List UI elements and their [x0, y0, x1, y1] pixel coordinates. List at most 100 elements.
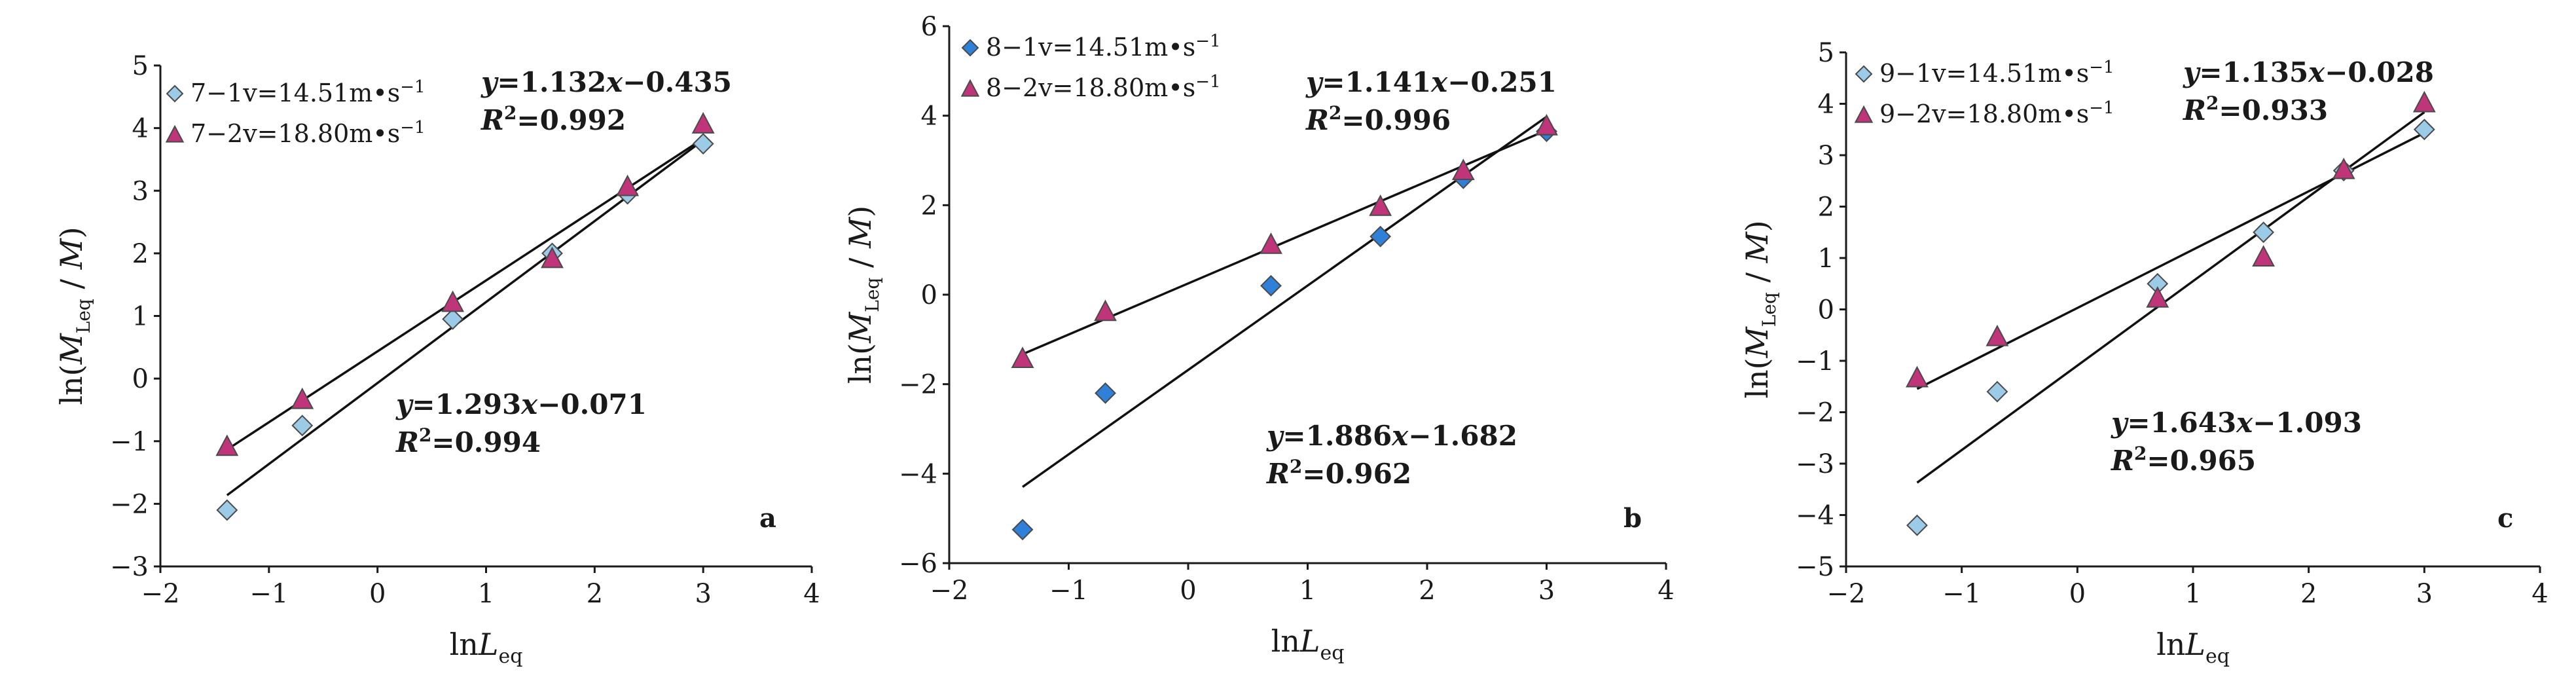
- fit-r-squared: R2=0.965: [2111, 443, 2256, 477]
- data-point-triangle: [541, 246, 564, 268]
- fit-r-squared: R2=0.962: [1266, 456, 1411, 490]
- legend-label: 9−2v=18.80m•s−1: [1879, 98, 2114, 128]
- x-tick-label: −1: [249, 579, 288, 609]
- x-tick-label: 0: [2069, 579, 2086, 609]
- y-axis-title: ln(MLeq / M): [54, 227, 94, 405]
- data-point-triangle: [441, 290, 465, 312]
- legend: 9−1v=14.51m•s−1 9−2v=18.80m•s−1: [1854, 58, 2114, 128]
- data-point-diamond: [442, 308, 464, 330]
- x-axis-title: lnLeq: [2156, 627, 2230, 668]
- fit-equation: y=1.293x−0.071: [395, 388, 647, 420]
- y-tick-label: 3: [1818, 141, 1834, 171]
- fit-equation: y=1.141x−0.251: [1305, 66, 1557, 98]
- data-point-triangle: [691, 112, 715, 134]
- y-tick-label: −6: [899, 549, 937, 579]
- legend-marker-diamond: [166, 84, 184, 103]
- y-tick-label: 0: [132, 364, 149, 394]
- x-tick-label: 1: [2185, 579, 2201, 609]
- legend-marker-triangle: [960, 79, 980, 97]
- y-axis-title: ln(MLeq / M): [843, 206, 883, 384]
- x-tick-label: 1: [1299, 576, 1316, 606]
- data-point-triangle: [2332, 157, 2355, 179]
- panel-letter: a: [759, 503, 776, 534]
- data-point-triangle: [2146, 286, 2169, 308]
- y-tick-label: 4: [132, 114, 149, 144]
- y-tick-label: −2: [1796, 398, 1834, 428]
- data-point-triangle: [616, 174, 639, 196]
- legend: 8−1v=14.51m•s−1 8−2v=18.80m•s−1: [960, 31, 1221, 102]
- x-tick-label: 0: [1180, 576, 1196, 606]
- x-tick-label: 2: [2300, 579, 2317, 609]
- legend-label: 7−1v=14.51m•s−1: [190, 77, 426, 107]
- chart-panel-b: −6 −4 −2 0 2 4 6 −2 −1 0 1 2 3 4 lnLeq ln(MLeq / M) 8−1v…: [843, 12, 1675, 665]
- y-tick-label: 5: [132, 51, 149, 81]
- data-point-diamond: [2253, 221, 2275, 244]
- legend-marker-triangle: [165, 124, 185, 143]
- fit-equation: y=1.643x−1.093: [2111, 407, 2362, 439]
- y-tick-label: 5: [1818, 38, 1834, 68]
- x-tick-label: 1: [478, 579, 494, 609]
- x-axis-title: lnLeq: [450, 627, 523, 668]
- legend-marker-diamond: [1855, 65, 1873, 83]
- data-point-triangle: [2412, 90, 2436, 113]
- data-point-diamond: [1986, 380, 2008, 403]
- fit-equation: y=1.132x−0.435: [481, 66, 732, 98]
- y-tick-label: −1: [1796, 346, 1834, 377]
- data-point-diamond: [692, 133, 714, 155]
- data-point-triangle: [1986, 324, 2009, 346]
- y-tick-label: 2: [132, 239, 149, 269]
- y-axis-title: ln(MLeq / M): [1739, 220, 1780, 398]
- y-tick-label: 4: [921, 102, 937, 132]
- x-tick-label: 3: [2416, 579, 2433, 609]
- x-tick-label: −2: [930, 576, 969, 606]
- data-point-diamond: [1370, 225, 1392, 248]
- x-tick-label: 3: [695, 579, 711, 609]
- x-tick-label: 4: [2531, 579, 2548, 609]
- fit-equation: y=1.135x−0.028: [2183, 56, 2434, 88]
- data-point-diamond: [2413, 119, 2435, 141]
- data-point-triangle: [1011, 346, 1034, 369]
- x-tick-label: 2: [1419, 576, 1435, 606]
- y-tick-label: 0: [921, 280, 937, 310]
- y-tick-label: 6: [921, 12, 937, 42]
- x-axis-title: lnLeq: [1271, 623, 1345, 665]
- y-tick-label: 1: [1818, 244, 1834, 274]
- data-point-triangle: [2252, 245, 2276, 267]
- fit-r-squared: R2=0.996: [1305, 102, 1451, 136]
- fit-r-squared: R2=0.994: [395, 424, 541, 458]
- fit-r-squared: R2=0.992: [481, 102, 626, 136]
- panel-letter: c: [2497, 503, 2513, 534]
- y-tick-label: 0: [1818, 295, 1834, 325]
- legend-marker-triangle: [1854, 105, 1874, 123]
- data-point-triangle: [1094, 299, 1117, 322]
- data-point-diamond: [291, 415, 314, 437]
- y-tick-label: −2: [110, 489, 149, 519]
- legend-label: 8−1v=14.51m•s−1: [986, 31, 1221, 62]
- legend-label: 7−2v=18.80m•s−1: [190, 118, 426, 148]
- chart-panel-c: −5 −4 −3 −2 −1 0 1 2 3 4 5 −2 −1 0 1 2 3 4 lnLeq ln(MLeq / …: [1739, 38, 2549, 668]
- data-point-diamond: [1095, 382, 1116, 404]
- y-tick-label: 2: [921, 191, 937, 221]
- fit-r-squared: R2=0.933: [2183, 92, 2328, 126]
- fit-equation: y=1.886x−1.682: [1266, 420, 1517, 452]
- y-tick-label: 1: [132, 302, 149, 332]
- x-tick-label: −2: [141, 579, 180, 609]
- y-tick-label: −5: [1796, 552, 1834, 582]
- x-tick-label: 4: [803, 579, 820, 609]
- x-tick-label: −2: [1827, 579, 1866, 609]
- y-tick-label: 2: [1818, 193, 1834, 223]
- data-point-triangle: [215, 434, 239, 456]
- data-point-diamond: [1260, 274, 1282, 297]
- data-point-triangle: [291, 387, 314, 409]
- x-tick-label: 3: [1538, 576, 1555, 606]
- data-point-triangle: [1369, 194, 1392, 216]
- x-tick-label: 4: [1658, 576, 1674, 606]
- x-tick-label: 2: [587, 579, 603, 609]
- data-point-diamond: [1011, 519, 1034, 541]
- data-point-triangle: [1451, 158, 1475, 181]
- y-tick-label: −4: [1796, 501, 1834, 531]
- y-tick-label: −3: [1796, 449, 1834, 479]
- data-point-triangle: [1260, 232, 1282, 254]
